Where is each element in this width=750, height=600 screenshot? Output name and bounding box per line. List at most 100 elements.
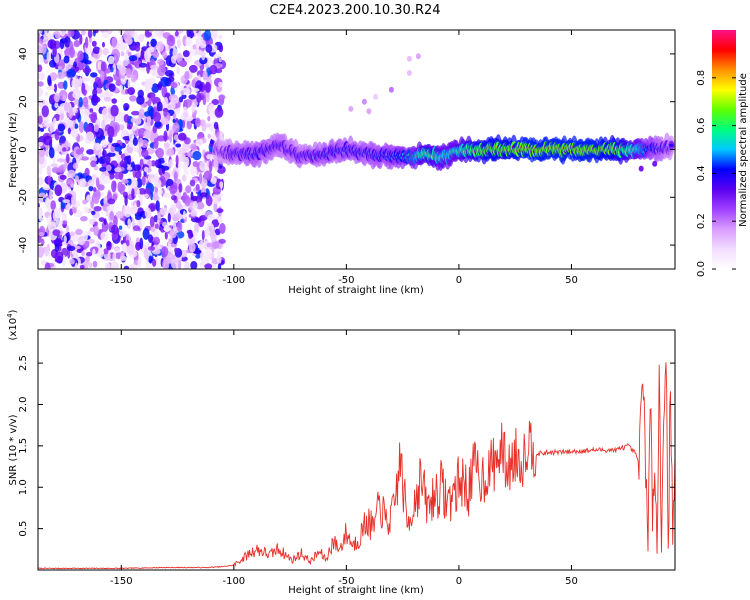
noise-cell (186, 115, 194, 122)
noise-cell (93, 81, 98, 90)
spectrogram-y-tick-label: -40 (18, 237, 29, 253)
snr-panel: -150 -100 -50 0 50 0.5 1.0 1.5 2.0 2.5 Height of… (6, 309, 676, 596)
noise-cell (44, 262, 51, 269)
noise-cell (138, 145, 142, 158)
noise-cell (89, 108, 94, 113)
noise-cell (66, 68, 76, 78)
noise-cell (41, 105, 49, 118)
noise-cell (119, 84, 123, 92)
spectrogram-y-tick-label: 40 (18, 48, 29, 61)
noise-cell (163, 130, 168, 142)
noise-cell (205, 195, 213, 207)
snr-x-tick-label: 50 (565, 576, 578, 587)
noise-cell (218, 34, 223, 40)
noise-cell (162, 192, 172, 198)
noise-cell (213, 54, 221, 59)
noise-cell (72, 90, 82, 99)
noise-cell (210, 231, 217, 243)
noise-cell (96, 87, 103, 94)
noise-cell (138, 113, 145, 119)
noise-cell (218, 94, 226, 100)
noise-cell (186, 83, 192, 88)
noise-cell (82, 67, 92, 74)
noise-cell (219, 181, 224, 189)
noise-cell (103, 218, 107, 226)
noise-cell (127, 79, 131, 90)
noise-cell (188, 242, 196, 253)
noise-cell (73, 61, 77, 69)
noise-cell (149, 216, 155, 228)
noise-cell (60, 113, 64, 121)
noise-cell (187, 151, 193, 158)
noise-cell (210, 177, 217, 185)
sparse-point (638, 165, 644, 172)
noise-cell (199, 39, 206, 49)
noise-cell (154, 121, 162, 128)
snr-series-line (38, 362, 675, 570)
noise-cell (182, 50, 190, 58)
noise-cell (57, 123, 66, 132)
noise-cell (80, 30, 86, 36)
noise-cell (174, 31, 179, 37)
noise-cell (176, 38, 182, 49)
noise-cell (191, 102, 196, 113)
noise-cell (47, 175, 51, 185)
noise-cell (184, 168, 189, 176)
noise-cell (178, 96, 184, 103)
noise-cell (147, 173, 157, 184)
noise-cell (155, 147, 164, 159)
noise-cell (204, 263, 213, 269)
noise-cell (142, 228, 150, 240)
noise-cell (112, 63, 117, 75)
noise-cell (154, 223, 159, 229)
noise-cell (178, 215, 184, 220)
noise-cell (61, 220, 68, 225)
noise-cell (101, 31, 110, 39)
noise-cell (54, 102, 59, 109)
sparse-point (406, 55, 412, 62)
noise-cell (150, 64, 159, 70)
noise-cell (63, 101, 70, 112)
noise-cell (123, 205, 132, 218)
noise-cell (181, 153, 186, 162)
noise-cell (69, 46, 75, 58)
noise-cell (162, 258, 170, 269)
noise-cell (138, 62, 147, 68)
noise-cell (135, 214, 142, 221)
noise-cell (94, 76, 101, 84)
noise-cell (218, 238, 226, 244)
noise-cell (163, 156, 168, 162)
noise-cell (90, 160, 97, 168)
noise-cell (123, 265, 130, 269)
noise-cell (208, 160, 213, 173)
noise-cell (217, 263, 222, 269)
noise-cell (118, 42, 128, 51)
noise-cell (121, 178, 129, 184)
noise-cell (143, 129, 152, 139)
noise-cell (144, 111, 150, 117)
noise-cell (177, 30, 184, 34)
noise-cell (192, 150, 202, 161)
noise-cell (120, 251, 125, 259)
noise-cell (126, 35, 132, 44)
noise-cell (192, 161, 199, 167)
sparse-point (388, 86, 394, 93)
noise-cell (178, 60, 187, 67)
noise-cell (217, 216, 223, 224)
noise-cell (157, 212, 161, 223)
noise-cell (204, 81, 211, 93)
noise-cell (158, 157, 166, 164)
noise-cell (111, 180, 117, 193)
noise-cell (169, 129, 175, 134)
noise-cell (183, 106, 187, 112)
noise-cell (113, 215, 118, 228)
snr-x-axis: -150 -100 -50 0 50 (110, 330, 578, 587)
noise-cell (163, 142, 170, 149)
noise-cell (56, 158, 66, 163)
noise-cell (105, 153, 111, 166)
noise-cell (56, 72, 65, 80)
noise-cell (134, 122, 138, 130)
noise-cell (186, 30, 195, 39)
spectrogram-x-tick-label: -150 (110, 275, 133, 286)
